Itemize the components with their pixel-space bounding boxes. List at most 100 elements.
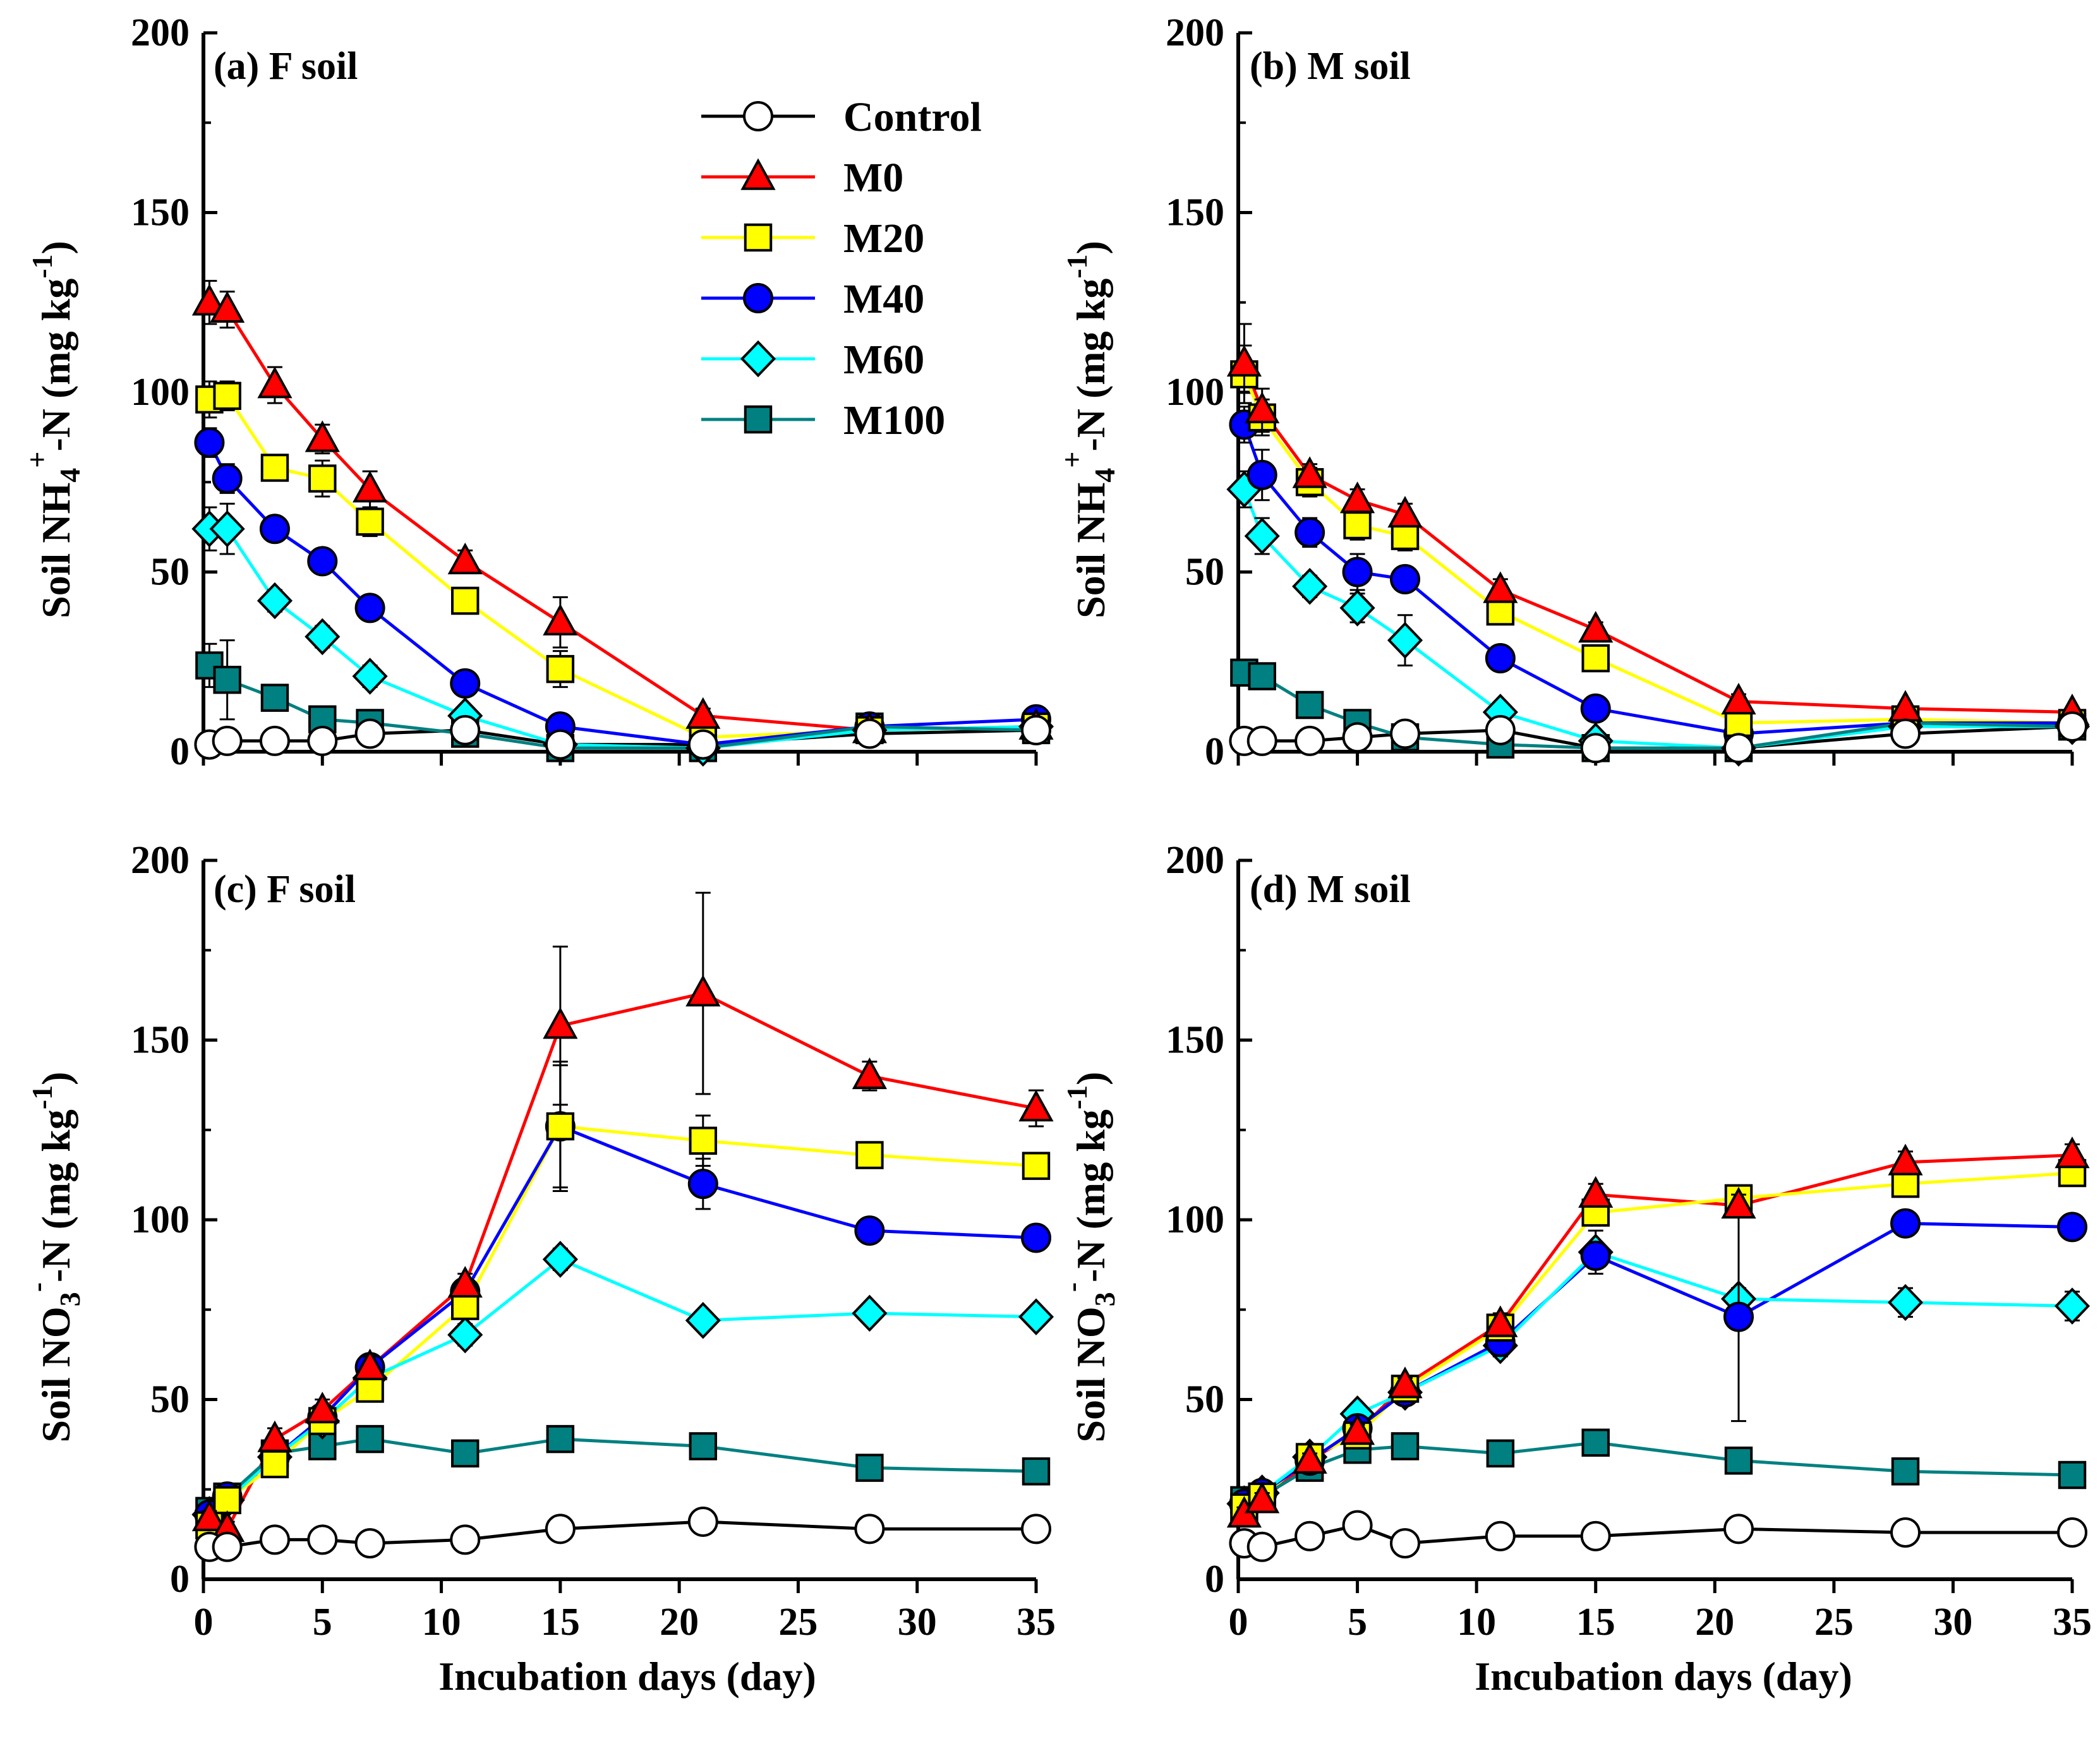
- data-point-m100: [1724, 1446, 1753, 1475]
- data-point-m0: [1387, 496, 1423, 528]
- data-point-m0: [685, 697, 721, 729]
- y-tick-label: 150: [131, 191, 190, 234]
- y-tick-label: 100: [1166, 1198, 1224, 1241]
- data-point-m20: [855, 1141, 884, 1169]
- data-point-m60: [1387, 622, 1423, 659]
- data-point-control: [354, 718, 385, 749]
- data-point-m0: [1387, 1366, 1423, 1399]
- y-title-sub: 3: [1089, 1292, 1121, 1306]
- data-point-m100: [1486, 1439, 1515, 1468]
- data-point-m100: [546, 1424, 575, 1454]
- series-line-m100: [1243, 671, 2073, 750]
- data-point-control: [1390, 1528, 1420, 1559]
- data-point-m60: [1887, 1284, 1924, 1322]
- y-title-sub: 4: [54, 468, 86, 483]
- legend-item-control: Control: [701, 94, 982, 140]
- panel-a-y-axis-title: Soil NH4+-N (mg kg-1): [21, 241, 86, 618]
- series-line-m100: [208, 664, 1037, 750]
- panel-a-plot-area: 0 50 100 150 200: [131, 11, 1054, 773]
- legend-label: M0: [843, 155, 903, 201]
- x-tick-label: 35: [2053, 1601, 2092, 1644]
- series-line-m20: [208, 1124, 1037, 1527]
- data-point-m0: [1226, 345, 1262, 377]
- data-point-m0: [1245, 1481, 1280, 1514]
- data-point-m0: [1721, 1186, 1756, 1219]
- data-point-m100: [308, 1432, 337, 1460]
- legend-item-m100: M100: [701, 397, 945, 443]
- y-title-sup: -1: [1061, 1085, 1093, 1109]
- y-tick-label: 50: [1185, 1378, 1224, 1421]
- legend-item-m60: M60: [701, 337, 924, 383]
- data-point-control: [854, 718, 885, 749]
- data-point-m60: [1018, 1298, 1054, 1335]
- data-point-m0: [191, 1499, 227, 1531]
- panel-c-y-axis-title: Soil NO3--N (mg kg-1): [21, 1072, 86, 1443]
- data-point-m60: [1339, 589, 1375, 627]
- y-title-sub: 3: [54, 1292, 86, 1306]
- y-tick-label: 100: [131, 371, 190, 414]
- data-point-control: [450, 714, 481, 745]
- data-point-m60: [685, 1302, 721, 1339]
- panel-d-title: (d) M soil: [1250, 868, 1411, 911]
- data-point-m40: [1890, 1208, 1921, 1239]
- legend: Control M0 M20 M40 M60 M100: [701, 94, 982, 443]
- data-point-m0: [1292, 1442, 1327, 1474]
- data-point-m40: [1723, 1301, 1754, 1332]
- data-point-m100: [195, 651, 224, 680]
- data-point-m60: [2054, 1287, 2091, 1325]
- data-point-control: [1580, 733, 1611, 764]
- data-point-m20: [356, 507, 384, 536]
- legend-marker-m20: [744, 223, 773, 252]
- data-point-m0: [210, 291, 245, 323]
- data-point-m0: [305, 420, 340, 452]
- data-point-m40: [1485, 643, 1516, 674]
- y-title-part: -N (mg kg: [33, 1109, 78, 1282]
- legend-label: M20: [843, 215, 924, 262]
- data-point-control: [545, 1514, 576, 1544]
- panel-c-plot-area: 0 50 100 150 200 0 5 10 15 20 25 30 35: [131, 839, 1056, 1644]
- y-title-part: -N (mg kg: [33, 279, 78, 452]
- data-point-m0: [1292, 456, 1327, 488]
- legend-marker-m60: [740, 340, 776, 378]
- data-point-m0: [257, 366, 293, 399]
- x-tick-label: 10: [422, 1601, 461, 1644]
- data-point-m0: [1578, 1176, 1614, 1208]
- x-tick-label: 20: [1695, 1601, 1734, 1644]
- data-point-m100: [1022, 1457, 1051, 1486]
- data-point-control: [354, 1528, 385, 1559]
- panel-b-nh4-m-soil: (b) M soil Soil NH4+-N (mg kg-1) 0 50 100 1…: [1056, 11, 2091, 773]
- series-line-m40: [1243, 424, 2072, 736]
- data-point-m0: [305, 1392, 340, 1424]
- x-tick-label: 30: [898, 1601, 937, 1644]
- x-tick-label: 15: [1576, 1601, 1615, 1644]
- data-point-m40: [687, 1169, 718, 1200]
- panel-c-title: (c) F soil: [214, 868, 356, 911]
- y-title-sub: 4: [1089, 468, 1121, 483]
- y-title-sup: -: [21, 1282, 53, 1292]
- y-title-part: Soil NO: [33, 1306, 78, 1442]
- data-point-control: [1390, 718, 1420, 749]
- data-point-m60: [352, 658, 388, 695]
- series-control: [1229, 1510, 2087, 1562]
- panel-d-plot-area: 0 50 100 150 200 0 5 10 15 20 25 30 35: [1166, 839, 2092, 1644]
- series-m0: [1226, 1136, 2090, 1528]
- data-point-m100: [450, 1439, 480, 1468]
- data-point-control: [1021, 714, 1051, 745]
- y-tick-label: 200: [1166, 11, 1224, 54]
- y-title-sup: -1: [26, 1085, 58, 1109]
- data-point-control: [854, 1514, 885, 1544]
- data-point-m0: [1339, 481, 1375, 514]
- legend-item-m40: M40: [701, 276, 924, 322]
- data-point-control: [1890, 1517, 1921, 1548]
- data-point-control: [545, 729, 576, 760]
- data-point-m20: [213, 382, 241, 410]
- y-tick-label: 150: [1166, 1019, 1224, 1062]
- data-point-m0: [1578, 611, 1614, 643]
- series-line-m100: [208, 1437, 1037, 1512]
- panel-d-no3-m-soil: (d) M soil Soil NO3--N (mg kg-1) 0501001…: [1056, 839, 2092, 1699]
- y-tick-label: 150: [131, 1019, 190, 1062]
- x-tick-label: 0: [1229, 1601, 1248, 1644]
- data-point-m20: [1581, 644, 1610, 673]
- y-title-sup: +: [21, 452, 53, 468]
- series-line-m100: [1243, 1441, 2073, 1502]
